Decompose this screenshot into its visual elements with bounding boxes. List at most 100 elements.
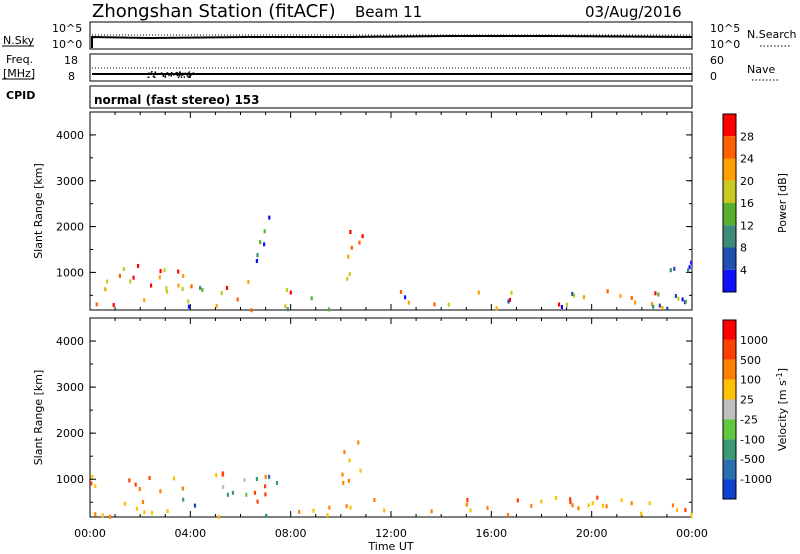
nsky-label: N.Sky [3, 34, 35, 47]
echo-cell [101, 513, 104, 518]
echo-cell [345, 504, 348, 509]
echo-cell [569, 497, 572, 502]
nave-point [153, 76, 156, 78]
echo-cell [349, 505, 352, 510]
colorbar-tick-label: 24 [740, 153, 754, 166]
echo-cell [674, 294, 677, 298]
date-label: 03/Aug/2016 [585, 3, 682, 21]
echo-cell [263, 229, 266, 234]
colorbar-segment [723, 399, 736, 420]
echo-cell [187, 299, 190, 304]
colorbar-segment [723, 339, 736, 360]
colorbar-tick-label: 4 [740, 264, 747, 277]
colorbar-tick-label: 100 [740, 374, 761, 387]
echo-cell [634, 300, 637, 305]
nave-point [188, 73, 191, 76]
echo-cell [151, 510, 154, 515]
nave-point [180, 76, 183, 78]
colorbar-segment [723, 225, 736, 248]
echo-cell [247, 279, 250, 284]
nave-point [177, 76, 180, 78]
echo-cell [630, 295, 633, 300]
echo-cell [190, 284, 193, 289]
echo-cell [506, 512, 510, 517]
echo-cell [108, 514, 112, 519]
nave-point [151, 73, 153, 75]
echo-cell [684, 299, 687, 304]
colorbar-segment [723, 320, 736, 340]
echo-cell [558, 302, 561, 307]
y-tick-label: 1000 [56, 266, 84, 279]
nave-point [147, 76, 150, 78]
echo-cell [358, 240, 361, 245]
nave-point [185, 73, 187, 75]
echo-cell [349, 230, 352, 234]
nave-point [189, 75, 191, 77]
echo-cell [688, 265, 691, 270]
echo-cell [447, 302, 450, 307]
echo-cell [199, 285, 202, 290]
echo-cell [565, 302, 569, 307]
echo-cell [677, 296, 680, 301]
echo-cell [220, 291, 223, 296]
nave-point [190, 74, 192, 76]
echo-cell [690, 513, 693, 518]
echo-cell [657, 292, 660, 297]
echo-cell [250, 308, 253, 313]
nave-point [170, 72, 173, 74]
echo-cell [676, 508, 679, 513]
nave-point [187, 72, 189, 74]
echo-cell [143, 510, 146, 515]
nave-point [153, 73, 155, 76]
echo-cell [433, 302, 436, 307]
echo-cell [466, 498, 469, 502]
time-axis-label: Time UT [367, 540, 413, 553]
echo-cell [347, 254, 350, 259]
colorbar-segment [723, 359, 736, 380]
echo-cell [90, 481, 93, 486]
freq-unit-label: [MHz] [3, 67, 35, 80]
colorbar-tick-label: -500 [740, 453, 765, 466]
echo-cell [348, 458, 351, 463]
echo-cell [177, 269, 180, 274]
echo-cell [510, 290, 513, 295]
colorbar-segment [723, 419, 736, 440]
echo-cell [298, 509, 301, 514]
nave-point [178, 72, 181, 74]
echo-cell [289, 290, 292, 295]
nave-point [164, 76, 167, 78]
echo-cell [129, 279, 132, 284]
nave-point [183, 76, 186, 78]
echo-cell [150, 283, 153, 288]
echo-cell [265, 513, 268, 518]
cpid-value: normal (fast stereo) 153 [94, 93, 260, 107]
colorbar-tick-label: -25 [740, 413, 758, 426]
colorbar-tick-label: 25 [740, 394, 754, 407]
x-tick-label: 00:00 [74, 527, 106, 540]
echo-cell [357, 440, 360, 445]
echo-cell [91, 474, 94, 479]
echo-cell [264, 474, 267, 479]
echo-cell [148, 476, 151, 481]
colorbar-tick-label: 16 [740, 197, 754, 210]
echo-cell [123, 501, 126, 506]
echo-cell [226, 492, 229, 497]
y-axis-label: Slant Range [km] [32, 370, 45, 466]
echo-cell [507, 299, 510, 304]
colorbar-label: Power [dB] [776, 173, 789, 233]
echo-cell [104, 287, 107, 292]
echo-cell [666, 306, 669, 311]
nave-point [148, 72, 150, 74]
freq-panel-frame [89, 53, 693, 82]
nave-tick-top: 60 [710, 54, 724, 67]
echo-cell [268, 215, 271, 220]
cpid-label: CPID [6, 89, 35, 102]
echo-cell [619, 293, 622, 298]
colorbar-segment [723, 379, 736, 400]
nave-scatter-points [147, 71, 195, 78]
echo-cell [128, 478, 131, 483]
echo-cell [341, 472, 344, 477]
x-tick-label: 12:00 [375, 527, 407, 540]
echo-cell [255, 477, 258, 481]
echo-cell [346, 276, 349, 281]
